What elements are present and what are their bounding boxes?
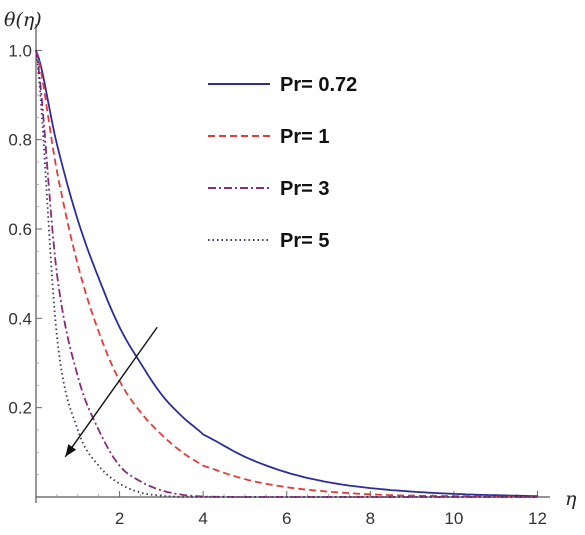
x-axis-title: η (565, 488, 577, 510)
series-line-4 (35, 50, 538, 498)
axes: 2 4 6 8 10 12 0.2 0.4 0.6 0.8 1.0 (8, 24, 550, 528)
legend-label-3: Pr= 3 (280, 178, 329, 200)
x-tick-label: 8 (366, 509, 375, 528)
x-tick-label: 6 (282, 509, 291, 528)
x-tick-label: 12 (528, 509, 547, 528)
series-line-1 (35, 49, 538, 497)
x-tick-label: 10 (444, 509, 463, 528)
series-layer (35, 49, 538, 498)
y-tick-label: 1.0 (8, 41, 32, 60)
annotation-layer (64, 326, 158, 458)
y-tick-label: 0.2 (8, 399, 32, 418)
y-tick-label: 0.4 (8, 309, 32, 328)
arrow-shaft (64, 326, 158, 458)
legend-label-4: Pr= 5 (280, 230, 329, 252)
legend-label-1: Pr= 0.72 (280, 74, 357, 96)
y-tick-label: 0.6 (8, 220, 32, 239)
y-tick-label: 0.8 (8, 131, 32, 150)
series-line-2 (35, 50, 538, 498)
y-axis-title: θ(η) (4, 9, 42, 31)
arrow-head (65, 444, 77, 457)
x-tick-label: 2 (115, 509, 124, 528)
legend: Pr= 0.72 Pr= 1 Pr= 3 Pr= 5 (208, 74, 357, 252)
x-tick-label: 4 (198, 509, 207, 528)
series-line-3 (35, 50, 538, 498)
legend-label-2: Pr= 1 (280, 126, 329, 148)
